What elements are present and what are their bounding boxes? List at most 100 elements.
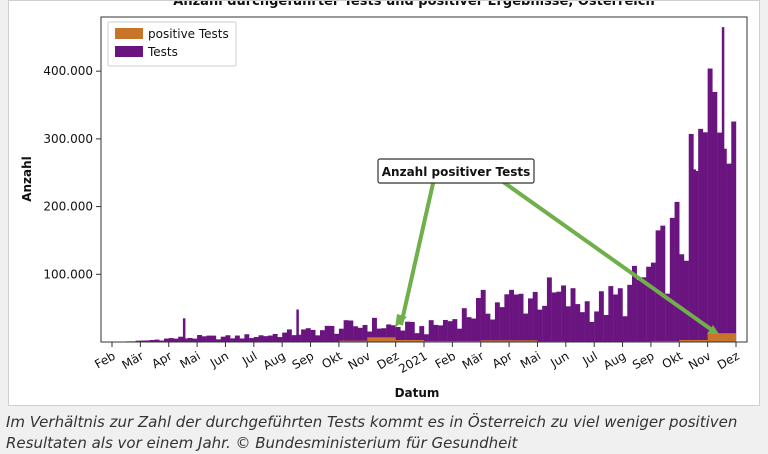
tests-bar bbox=[589, 322, 594, 342]
x-axis-label: Datum bbox=[395, 386, 440, 400]
tests-bar bbox=[717, 133, 722, 342]
tests-bar bbox=[202, 336, 207, 342]
tests-bar bbox=[561, 285, 566, 342]
tests-bar bbox=[660, 226, 665, 342]
y-axis-label: Anzahl bbox=[20, 156, 34, 202]
y-tick-label: 200.000 bbox=[43, 200, 93, 214]
tests-bar bbox=[358, 328, 363, 342]
tests-bar bbox=[504, 294, 509, 342]
tests-bar bbox=[509, 290, 514, 342]
tests-bar bbox=[334, 334, 339, 342]
tests-bar bbox=[221, 337, 226, 342]
tests-bar bbox=[618, 288, 623, 342]
tests-bar bbox=[254, 337, 259, 342]
tests-bar bbox=[547, 277, 552, 342]
tests-bar bbox=[230, 338, 235, 342]
tests-bar bbox=[225, 335, 230, 342]
tests-bar bbox=[457, 329, 462, 342]
tests-bar bbox=[689, 134, 694, 342]
tests-peak-bar bbox=[722, 27, 725, 342]
chart-figure: Anzahl durchgeführter Tests und positive… bbox=[8, 0, 760, 406]
tests-bar bbox=[712, 92, 717, 342]
x-tick-label: Sep bbox=[290, 349, 317, 372]
x-tick-label: Aug bbox=[601, 349, 628, 373]
legend-label-tests: Tests bbox=[147, 45, 178, 59]
x-tick-label: Apr bbox=[490, 349, 515, 372]
tests-bar bbox=[320, 330, 325, 342]
chart-title: Anzahl durchgeführter Tests und positive… bbox=[173, 1, 654, 9]
tests-bar bbox=[599, 291, 604, 342]
tests-bar bbox=[519, 294, 524, 342]
y-tick-label: 100.000 bbox=[43, 267, 93, 281]
tests-bar bbox=[556, 292, 561, 342]
tests-bar bbox=[282, 333, 287, 342]
tests-bar bbox=[410, 322, 415, 342]
tests-bar bbox=[438, 325, 443, 342]
tests-bar bbox=[580, 312, 585, 342]
x-tick-label: Mär bbox=[119, 349, 146, 372]
tests-bar bbox=[240, 338, 245, 342]
tests-bar bbox=[292, 335, 297, 342]
tests-bar bbox=[623, 316, 628, 342]
tests-bar bbox=[188, 338, 193, 342]
tests-bar bbox=[656, 230, 661, 342]
tests-bar bbox=[164, 339, 169, 342]
tests-bar bbox=[419, 326, 424, 342]
legend: positive Tests Tests bbox=[108, 22, 236, 66]
tests-bar bbox=[311, 330, 316, 342]
positive-bar bbox=[367, 337, 395, 342]
tests-bar bbox=[301, 329, 306, 342]
tests-bar bbox=[594, 311, 599, 342]
tests-bar bbox=[476, 298, 481, 342]
tests-bar bbox=[703, 132, 708, 342]
tests-bar bbox=[637, 280, 642, 342]
tests-bar bbox=[495, 302, 500, 342]
tests-peak-bar bbox=[183, 318, 186, 342]
y-tick-label: 400.000 bbox=[43, 64, 93, 78]
tests-bar bbox=[613, 295, 618, 342]
tests-bar bbox=[273, 334, 278, 342]
tests-bar bbox=[552, 292, 557, 342]
bar-series-group bbox=[112, 27, 736, 342]
tests-bar bbox=[306, 328, 311, 342]
tests-bar bbox=[684, 261, 689, 342]
x-tick-label: Jun bbox=[207, 349, 231, 371]
tests-bar bbox=[566, 306, 571, 342]
tests-bar bbox=[646, 267, 651, 342]
figure-caption: Im Verhältnis zur Zahl der durchgeführte… bbox=[6, 412, 762, 454]
tests-bar bbox=[424, 334, 429, 342]
tests-bar bbox=[263, 336, 268, 342]
tests-bar bbox=[249, 338, 254, 342]
tests-bar bbox=[448, 321, 453, 342]
x-tick-label: Feb bbox=[92, 349, 117, 372]
tests-bar bbox=[348, 321, 353, 343]
tests-bar bbox=[315, 335, 320, 342]
tests-bar bbox=[537, 310, 542, 342]
tests-bar bbox=[405, 322, 410, 342]
tests-bar bbox=[169, 338, 174, 342]
tests-bar bbox=[329, 326, 334, 342]
legend-label-positive: positive Tests bbox=[148, 27, 229, 41]
tests-bar bbox=[344, 320, 349, 342]
x-tick-label: Sep bbox=[630, 349, 657, 372]
tests-bar bbox=[207, 336, 212, 342]
x-tick-label: Okt bbox=[660, 349, 686, 372]
x-tick-label: Mär bbox=[460, 349, 487, 372]
x-tick-label: Okt bbox=[319, 349, 345, 372]
x-tick-label: 2021 bbox=[396, 349, 429, 376]
tests-bar bbox=[708, 69, 713, 342]
positive-bar bbox=[708, 333, 736, 342]
tests-bar bbox=[467, 317, 472, 342]
tests-bar bbox=[178, 337, 183, 342]
tests-peak-bar bbox=[296, 310, 299, 343]
tests-bar bbox=[443, 320, 448, 342]
x-tick-label: Jun bbox=[547, 349, 571, 371]
x-tick-label: Jul bbox=[579, 349, 599, 369]
tests-bar bbox=[627, 285, 632, 342]
tests-bar bbox=[481, 290, 486, 342]
tests-bar bbox=[396, 327, 401, 342]
tests-bar bbox=[641, 277, 646, 342]
chart-svg: Anzahl durchgeführter Tests und positive… bbox=[9, 1, 759, 405]
